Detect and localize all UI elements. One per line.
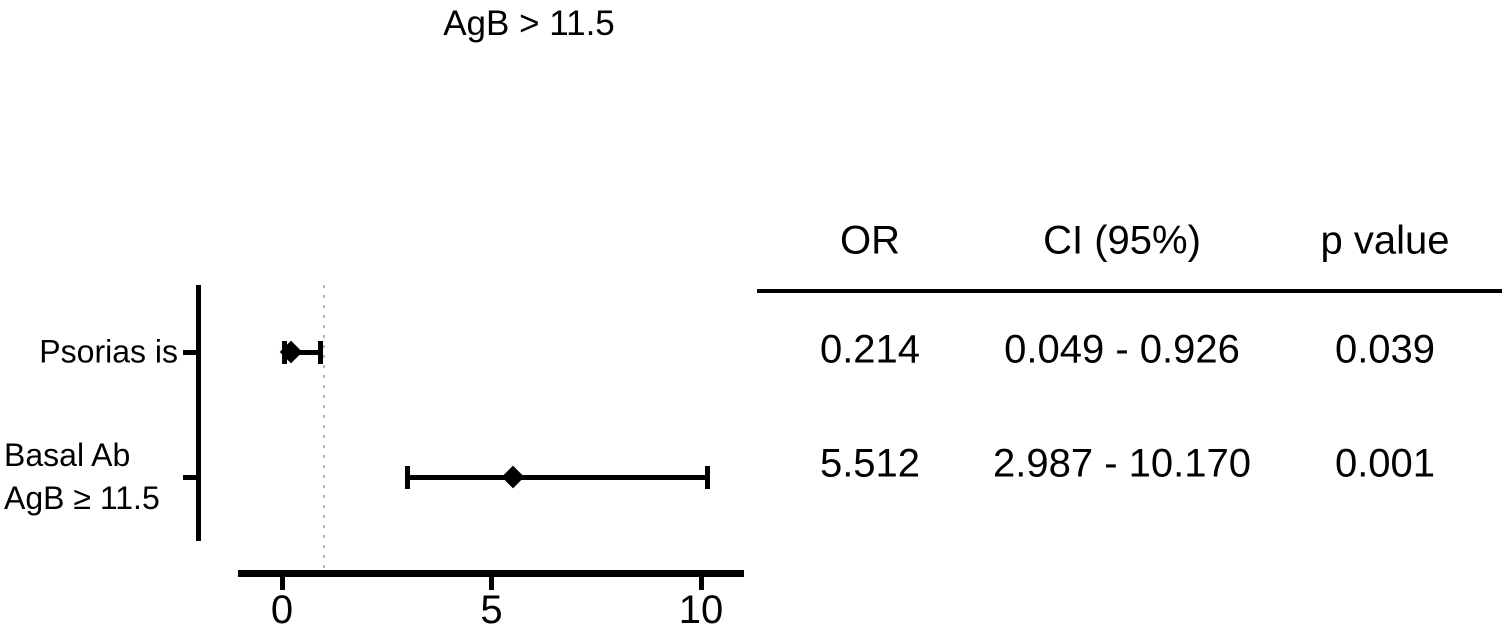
row-label-psoriasis: Psorias is bbox=[39, 333, 178, 370]
row-label-basal-ab-line1: Basal Ab bbox=[4, 436, 131, 473]
table-cell-or-row2: 5.512 bbox=[819, 441, 921, 486]
or-point-diamond bbox=[501, 465, 525, 489]
table-header-or: OR bbox=[840, 218, 900, 263]
chart-title: AgB > 11.5 bbox=[443, 4, 615, 43]
y-axis-row-tick bbox=[183, 349, 198, 355]
x-axis-tick bbox=[489, 577, 494, 590]
row-label-basal-ab-line2: AgB ≥ 11.5 bbox=[4, 480, 160, 516]
y-axis-line bbox=[196, 285, 201, 541]
table-header-ci: CI (95%) bbox=[1043, 218, 1201, 263]
table-cell-pvalue-row2: 0.001 bbox=[1334, 441, 1436, 486]
x-axis-tick bbox=[698, 577, 704, 590]
ci-whisker bbox=[284, 349, 321, 355]
ci-cap-high bbox=[317, 340, 323, 364]
ci-cap-high bbox=[705, 465, 711, 489]
reference-line-or-1 bbox=[322, 285, 325, 573]
x-axis-tick-label: 5 bbox=[480, 588, 503, 632]
x-axis-tick bbox=[279, 577, 285, 590]
table-cell-pvalue-row1: 0.039 bbox=[1334, 327, 1436, 372]
ci-cap-low bbox=[405, 465, 411, 489]
x-axis-tick-label: 10 bbox=[678, 588, 724, 632]
x-axis-line bbox=[238, 570, 744, 577]
table-cell-or-row1: 0.214 bbox=[819, 327, 921, 372]
row-label-basal-ab: Basal Ab AgB ≥ 11.5 bbox=[4, 434, 160, 520]
x-axis-tick-label: 0 bbox=[270, 588, 294, 632]
y-axis-row-tick bbox=[183, 474, 198, 480]
table-cell-ci-row1: 0.049 - 0.926 bbox=[1004, 327, 1240, 372]
table-cell-ci-row2: 2.987 - 10.170 bbox=[993, 441, 1251, 486]
table-header-rule bbox=[757, 289, 1502, 293]
table-header-pvalue: p value bbox=[1320, 218, 1450, 263]
ci-whisker bbox=[407, 474, 709, 480]
